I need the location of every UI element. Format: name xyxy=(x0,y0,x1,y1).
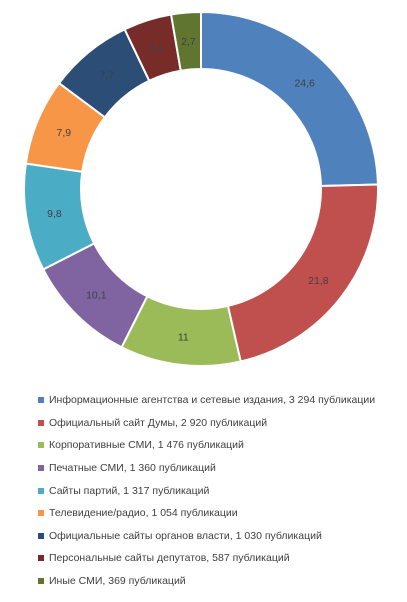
legend-item: Иные СМИ, 369 публикаций xyxy=(38,570,375,593)
legend-label: Официальные сайты органов власти, 1 030 … xyxy=(49,529,322,542)
legend-label: Персональные сайты депутатов, 587 публик… xyxy=(49,552,290,565)
legend-item: Официальные сайты органов власти, 1 030 … xyxy=(38,525,375,548)
legend-swatch xyxy=(38,465,44,472)
legend-label: Корпоративные СМИ, 1 476 публикаций xyxy=(49,439,244,452)
legend-item: Официальный сайт Думы, 2 920 публикаций xyxy=(38,412,375,435)
legend-label: Официальный сайт Думы, 2 920 публикаций xyxy=(49,416,268,429)
data-label: 7,9 xyxy=(56,127,71,139)
donut-slice xyxy=(200,10,379,188)
legend-label: Печатные СМИ, 1 360 публикаций xyxy=(49,462,216,475)
donut-chart: 24,6 21,8 11 10,1 9,8 7,9 7,7 4,4 2,7 xyxy=(23,10,379,367)
legend-item: Персональные сайты депутатов, 587 публик… xyxy=(38,547,375,570)
legend-label: Иные СМИ, 369 публикаций xyxy=(49,575,186,588)
legend-item: Телевидение/радио, 1 054 публикации xyxy=(38,502,375,525)
data-label: 10,1 xyxy=(86,289,107,301)
legend-item: Информационные агентства и сетевые издан… xyxy=(38,389,375,412)
legend-label: Информационные агентства и сетевые издан… xyxy=(49,394,376,407)
legend-swatch xyxy=(38,487,44,494)
data-labels: 24,6 21,8 11 10,1 9,8 7,9 7,7 4,4 2,7 xyxy=(47,36,329,343)
data-label: 2,7 xyxy=(181,36,196,48)
legend-swatch xyxy=(38,555,44,562)
data-label: 7,7 xyxy=(99,69,114,81)
legend-item: Сайты партий, 1 317 публикаций xyxy=(38,479,375,502)
donut-slice xyxy=(169,10,202,72)
data-label: 11 xyxy=(178,331,189,343)
data-label: 21,8 xyxy=(308,275,329,287)
legend-swatch xyxy=(38,532,44,539)
donut-slice xyxy=(226,183,379,363)
data-label: 4,4 xyxy=(149,42,164,54)
donut-slices xyxy=(23,10,379,367)
data-label: 24,6 xyxy=(294,78,315,90)
legend-label: Сайты партий, 1 317 публикаций xyxy=(49,484,210,497)
legend-item: Корпоративные СМИ, 1 476 публикаций xyxy=(38,434,375,457)
legend-swatch xyxy=(38,442,44,449)
legend-swatch xyxy=(38,510,44,517)
legend-swatch xyxy=(38,578,44,585)
legend-swatch xyxy=(38,397,44,404)
legend-swatch xyxy=(38,419,44,426)
data-label: 9,8 xyxy=(47,208,62,220)
chart-legend: Информационные агентства и сетевые издан… xyxy=(38,389,375,592)
legend-item: Печатные СМИ, 1 360 публикаций xyxy=(38,457,375,480)
legend-label: Телевидение/радио, 1 054 публикации xyxy=(49,507,238,520)
